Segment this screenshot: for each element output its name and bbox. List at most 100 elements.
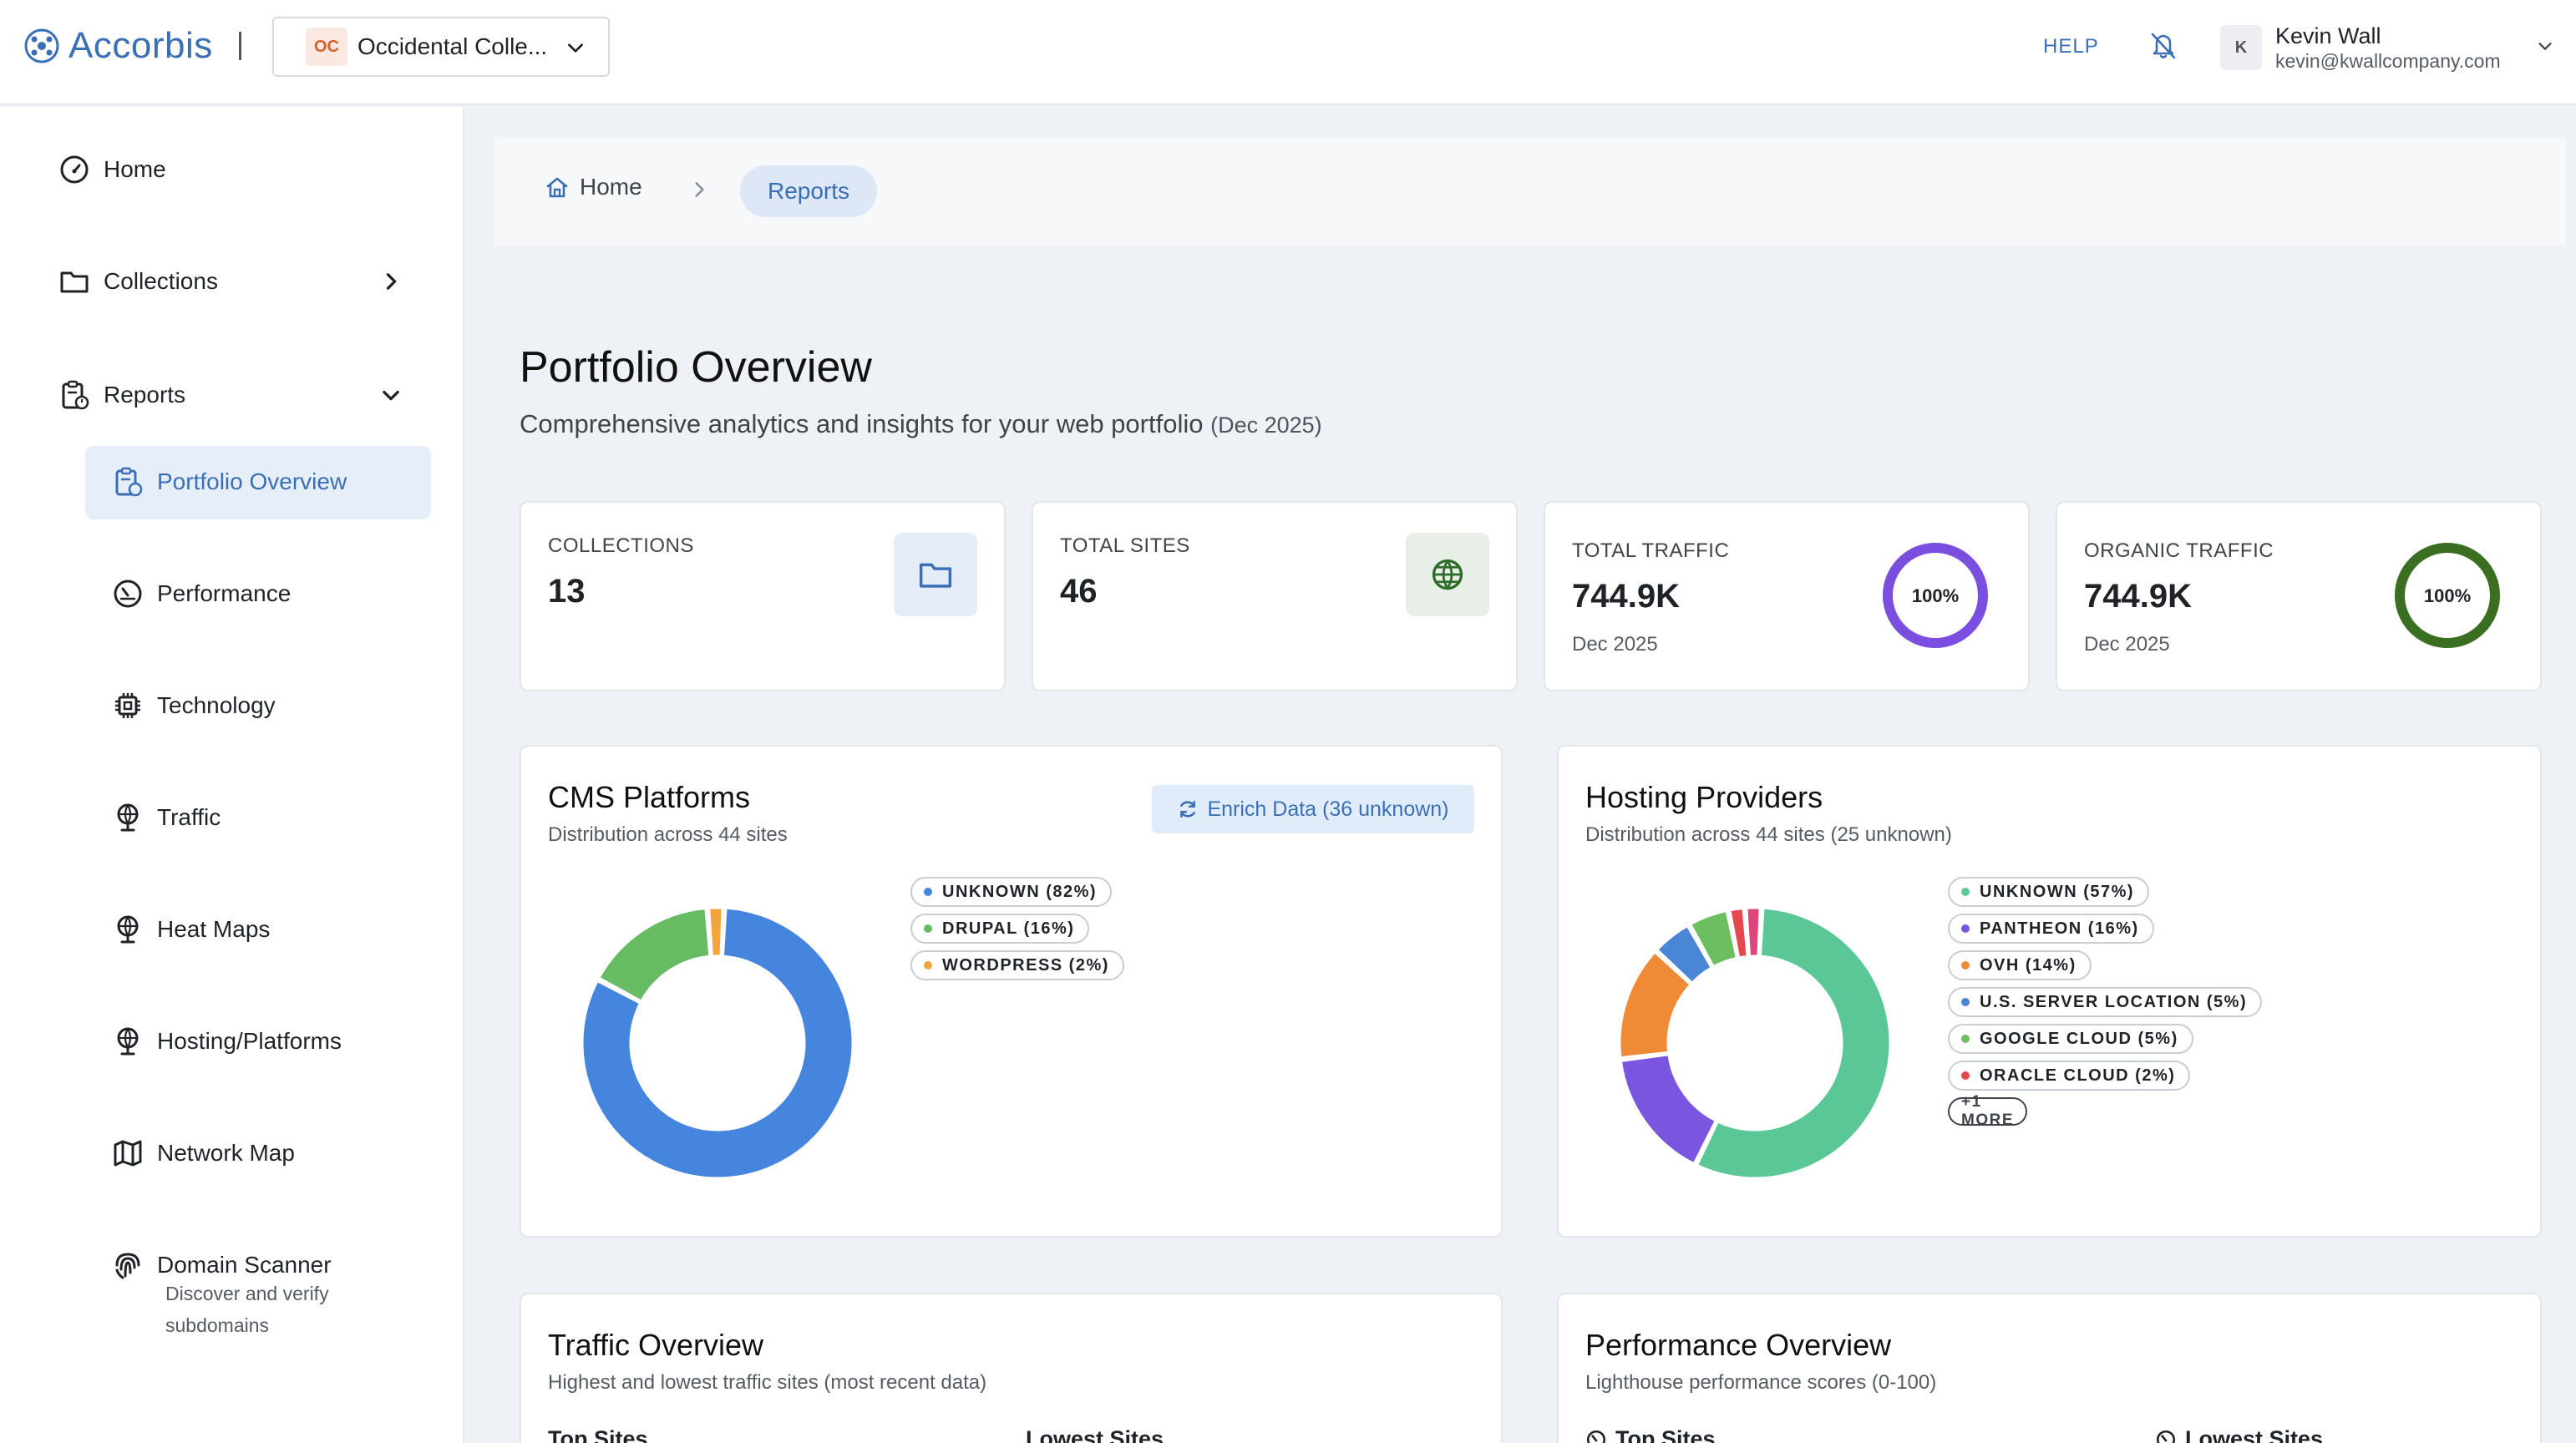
stat-label: ORGANIC TRAFFIC [2084, 539, 2274, 562]
sidebar-item-network-map[interactable]: Network Map [112, 1137, 295, 1169]
organic-percent-ring: 100% [2395, 543, 2500, 648]
sidebar-item-label: Domain Scanner [157, 1252, 332, 1278]
header-divider [239, 32, 241, 60]
donut-slice-2[interactable] [1618, 949, 1693, 1060]
top-header: Accorbis OC Occidental Colle... HELP K K… [0, 0, 2576, 105]
stat-date: Dec 2025 [2084, 633, 2170, 656]
legend-dot [924, 888, 932, 896]
sidebar-item-performance[interactable]: Performance [112, 578, 291, 610]
legend-item[interactable]: U.S. SERVER LOCATION (5%) [1948, 987, 2263, 1017]
globe-icon [1432, 559, 1463, 591]
sidebar-item-heat-maps[interactable]: Heat Maps [112, 914, 270, 945]
sidebar-item-home[interactable]: Home [58, 154, 166, 185]
sidebar-item-label: Portfolio Overview [157, 468, 347, 494]
traffic-overview-panel: Traffic Overview Highest and lowest traf… [520, 1293, 1503, 1443]
chevron-down-icon [383, 390, 399, 401]
donut-slice-3[interactable] [1655, 924, 1714, 985]
panel-title: Hosting Providers [1585, 780, 1823, 814]
stat-card-total-sites[interactable]: TOTAL SITES 46 [1032, 501, 1518, 691]
breadcrumb-home[interactable]: Home [545, 174, 642, 200]
stat-label: TOTAL TRAFFIC [1572, 539, 1730, 562]
organization-select[interactable]: OC Occidental Colle... [272, 17, 610, 77]
sidebar-item-hosting-platforms[interactable]: Hosting/Platforms [112, 1025, 342, 1057]
donut-slice-5[interactable] [1728, 906, 1749, 959]
notifications-off-icon[interactable] [2147, 28, 2180, 62]
donut-slice-4[interactable] [1688, 909, 1739, 969]
folder-icon [60, 271, 89, 293]
page-title: Portfolio Overview [520, 343, 872, 392]
legend-dot [1961, 998, 1970, 1006]
stat-value: 744.9K [1572, 578, 1680, 615]
legend-item[interactable]: ORACLE CLOUD (2%) [1948, 1061, 2191, 1091]
org-badge: OC [306, 28, 347, 66]
legend-label: U.S. SERVER LOCATION (5%) [1980, 992, 2248, 1011]
panel-title: Traffic Overview [548, 1328, 764, 1362]
donut-slice-0[interactable] [1695, 906, 1892, 1180]
lowest-sites-heading: Lowest Sites [2155, 1426, 2323, 1443]
legend-dot [1961, 961, 1970, 970]
legend-item[interactable]: UNKNOWN (82%) [910, 877, 1113, 907]
stat-label: TOTAL SITES [1060, 534, 1190, 557]
gauge-icon [1586, 1430, 1606, 1443]
stat-card-organic-traffic[interactable]: ORGANIC TRAFFIC 744.9K Dec 2025 100% [2056, 501, 2542, 691]
stat-icon [894, 533, 977, 616]
chevron-right-icon [695, 182, 704, 197]
lowest-sites-heading: Lowest Sites [1026, 1426, 1164, 1443]
legend-dot [924, 924, 932, 933]
panel-subtitle: Highest and lowest traffic sites (most r… [548, 1371, 987, 1394]
legend-dot [1961, 888, 1970, 896]
breadcrumb-current[interactable]: Reports [740, 165, 877, 217]
stat-card-total-traffic[interactable]: TOTAL TRAFFIC 744.9K Dec 2025 100% [1544, 501, 2030, 691]
donut-slice-1[interactable] [1619, 1053, 1718, 1166]
user-name[interactable]: Kevin Wall [2275, 23, 2381, 48]
sidebar-item-label: Heat Maps [157, 916, 271, 942]
legend-label: UNKNOWN (82%) [942, 882, 1098, 901]
legend-item[interactable]: UNKNOWN (57%) [1948, 877, 2150, 907]
cms-donut-chart [581, 906, 854, 1180]
accorbis-logo-icon [24, 28, 59, 63]
sidebar-item-label: Reports [104, 382, 186, 408]
sidebar-item-technology[interactable]: Technology [112, 690, 276, 722]
legend-item[interactable]: OVH (14%) [1948, 950, 2092, 980]
traffic-percent-ring: 100% [1883, 543, 1988, 648]
page-subtitle: Comprehensive analytics and insights for… [520, 409, 1322, 439]
sidebar-item-portfolio-overview[interactable]: Portfolio Overview [85, 446, 431, 519]
legend-item[interactable]: GOOGLE CLOUD (5%) [1948, 1024, 2193, 1054]
panel-title: CMS Platforms [548, 780, 751, 814]
ring-percent-label: 100% [2424, 585, 2471, 606]
breadcrumb: Home Reports [494, 137, 2566, 246]
hosting-providers-panel: Hosting Providers Distribution across 44… [1557, 745, 2542, 1238]
stat-label: COLLECTIONS [548, 534, 694, 557]
donut-slice-6[interactable] [1745, 906, 1762, 958]
legend-item[interactable]: WORDPRESS (2%) [910, 950, 1124, 980]
user-email: kevin@kwallcompany.com [2275, 50, 2501, 72]
stat-card-collections[interactable]: COLLECTIONS 13 [520, 501, 1006, 691]
dashboard-gauge-icon [60, 155, 89, 184]
legend-more-button[interactable]: +1 MORE [1948, 1093, 2027, 1129]
sidebar-item-reports[interactable]: Reports [58, 379, 409, 411]
sidebar-item-collections[interactable]: Collections [58, 266, 409, 297]
user-menu-chevron-icon[interactable] [2536, 37, 2554, 55]
legend-label: ORACLE CLOUD (2%) [1980, 1066, 2176, 1085]
help-link[interactable]: HELP [2043, 35, 2099, 58]
sidebar-item-label: Hosting/Platforms [157, 1028, 342, 1054]
map-icon [114, 1140, 142, 1167]
sidebar-item-traffic[interactable]: Traffic [112, 802, 221, 833]
domain-scanner-description: Discover and verify [165, 1283, 329, 1304]
donut-slice-1[interactable] [596, 906, 712, 1004]
donut-slice-0[interactable] [581, 906, 854, 1180]
stat-icon [1406, 533, 1489, 616]
legend-label: WORDPRESS (2%) [942, 955, 1109, 975]
user-avatar[interactable]: K [2220, 25, 2262, 70]
legend-item[interactable]: PANTHEON (16%) [1948, 914, 2154, 944]
legend-item[interactable]: DRUPAL (16%) [910, 914, 1090, 944]
gauge-icon [114, 580, 142, 608]
enrich-data-button[interactable]: Enrich Data (36 unknown) [1152, 785, 1474, 833]
sidebar-item-domain-scanner[interactable]: Domain Scanner [112, 1249, 332, 1281]
app-logo[interactable]: Accorbis [23, 25, 213, 67]
page-period: (Dec 2025) [1210, 413, 1322, 438]
sidebar: Home Collections Reports [0, 107, 464, 1443]
donut-slice-2[interactable] [707, 906, 724, 958]
panel-title: Performance Overview [1585, 1328, 1892, 1362]
domain-scanner-description: subdomains [165, 1314, 270, 1336]
